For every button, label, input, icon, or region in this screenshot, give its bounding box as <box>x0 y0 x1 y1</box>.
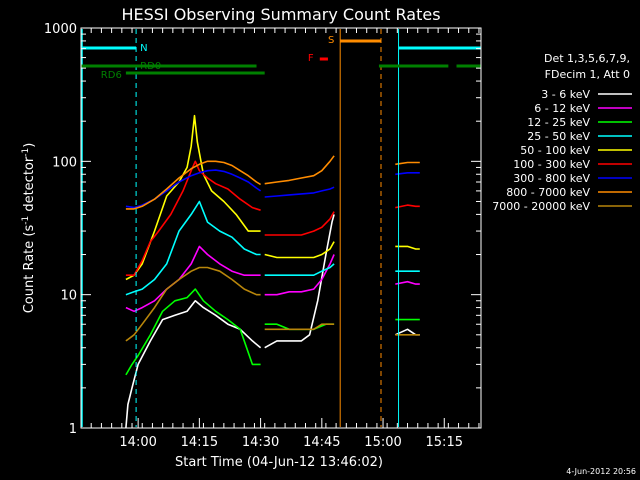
x-tick-label-2: 14:30 <box>242 435 279 450</box>
x-axis: 14:00 14:15 14:30 14:45 15:00 15:15 <box>80 28 480 450</box>
x-tick-label-3: 14:45 <box>303 435 340 450</box>
annotation-label-0: N <box>140 43 147 54</box>
series-line-1-segment-1 <box>264 254 335 296</box>
annotation-label-2: F <box>308 53 314 64</box>
series-line-1-segment-0 <box>125 245 261 313</box>
y-axis-label-end: ) <box>22 143 37 148</box>
y-axis-label-sup1: -1 <box>21 216 31 225</box>
y-axis-label-sup2: -1 <box>21 148 31 157</box>
series-line-8-segment-1 <box>264 323 335 331</box>
annotation-layer: N S F RD0 RD6 <box>81 29 481 427</box>
y-tick-label-1: 10 <box>60 289 77 304</box>
series-line-0-segment-1 <box>264 214 335 349</box>
legend-label-0: 3 - 6 keV <box>541 88 590 101</box>
annotation-label-4: RD6 <box>101 70 122 81</box>
y-axis: 1 10 100 1000 <box>44 22 481 437</box>
y-axis-label-mid: detector <box>22 156 37 216</box>
legend: Det 1,3,5,6,7,9, FDecim 1, Att 0 3 - 6 k… <box>492 52 632 213</box>
x-tick-label-4: 15:00 <box>364 435 401 450</box>
series-line-5-segment-2 <box>395 204 420 209</box>
annotation-label-3: RD0 <box>140 61 161 72</box>
series-line-6-segment-1 <box>264 186 335 198</box>
plot-frame <box>80 27 482 429</box>
series-line-4-segment-1 <box>264 241 335 259</box>
legend-label-6: 300 - 800 keV <box>513 172 590 185</box>
series-line-6-segment-2 <box>395 172 420 176</box>
series-line-6-segment-0 <box>125 169 262 209</box>
legend-header-1: Det 1,3,5,6,7,9, <box>544 52 630 65</box>
x-tick-label-0: 14:00 <box>119 435 156 450</box>
x-tick-label-5: 15:15 <box>426 435 463 450</box>
series-line-8-segment-0 <box>125 266 261 342</box>
y-axis-label-main: Count Rate (s <box>22 225 37 314</box>
series-line-2-segment-0 <box>125 288 261 376</box>
series-line-7-segment-1 <box>264 155 335 185</box>
series-layer <box>125 114 420 428</box>
x-axis-label: Start Time (04-Jun-12 13:46:02) <box>175 455 383 470</box>
series-line-5-segment-0 <box>125 160 261 276</box>
series-line-7-segment-2 <box>395 161 420 166</box>
legend-label-3: 25 - 50 keV <box>527 130 590 143</box>
chart-title: HESSI Observing Summary Count Rates <box>121 5 440 24</box>
series-line-4-segment-2 <box>395 245 420 250</box>
series-line-3-segment-1 <box>264 263 335 276</box>
series-line-5-segment-1 <box>264 211 335 236</box>
legend-label-5: 100 - 300 keV <box>513 158 590 171</box>
series-line-1-segment-2 <box>395 280 420 285</box>
y-tick-label-2: 100 <box>52 155 77 170</box>
x-tick-label-1: 14:15 <box>181 435 218 450</box>
series-line-3-segment-0 <box>125 200 261 296</box>
legend-label-2: 12 - 25 keV <box>527 116 590 129</box>
timestamp: 4-Jun-2012 20:56 <box>566 467 636 476</box>
legend-label-4: 50 - 100 keV <box>520 144 590 157</box>
annotation-label-1: S <box>328 35 334 46</box>
y-tick-label-3: 1000 <box>44 22 77 37</box>
series-line-4-segment-0 <box>125 114 261 281</box>
legend-header-2: FDecim 1, Att 0 <box>545 68 630 81</box>
y-tick-label-0: 1 <box>69 422 77 437</box>
legend-label-8: 7000 - 20000 keV <box>492 200 590 213</box>
series-line-0-segment-0 <box>125 300 262 428</box>
legend-label-1: 6 - 12 keV <box>534 102 590 115</box>
y-axis-label: Count Rate (s-1 detector-1) <box>21 143 37 314</box>
legend-label-7: 800 - 7000 keV <box>506 186 590 199</box>
series-line-7-segment-0 <box>125 160 262 210</box>
